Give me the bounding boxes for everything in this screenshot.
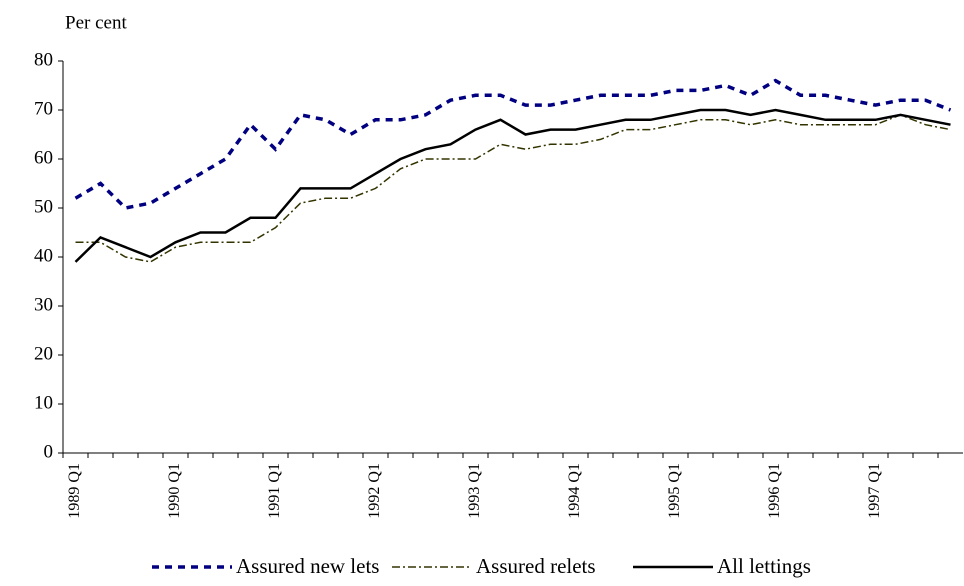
y-tick-label: 80 — [34, 49, 53, 70]
y-tick-label: 60 — [34, 147, 53, 168]
x-tick-label: 1995 Q1 — [666, 463, 683, 519]
legend: Assured new lets Assured relets All lettin… — [152, 554, 811, 578]
y-tick-label: 10 — [34, 392, 53, 413]
y-tick-label: 0 — [44, 441, 54, 462]
y-tick-label: 30 — [34, 294, 53, 315]
y-axis-label: Per cent — [65, 12, 127, 33]
x-tick-label: 1993 Q1 — [466, 463, 483, 519]
x-tick-label: 1991 Q1 — [266, 463, 283, 519]
x-tick-label: 1996 Q1 — [766, 463, 783, 519]
x-tick-label: 1994 Q1 — [566, 463, 583, 519]
y-tick-label: 40 — [34, 245, 53, 266]
series-line — [74, 78, 952, 210]
series-line — [74, 108, 951, 263]
y-tick-label: 50 — [34, 196, 53, 217]
legend-label: Assured new lets — [236, 554, 379, 578]
x-tick-label: 1989 Q1 — [66, 463, 83, 519]
x-tick-label: 1992 Q1 — [366, 463, 383, 519]
x-tick-label: 1997 Q1 — [866, 463, 883, 519]
y-tick-label: 20 — [34, 343, 53, 364]
series-line — [75, 114, 951, 263]
x-tick-label: 1990 Q1 — [166, 463, 183, 519]
legend-label: All lettings — [717, 554, 811, 578]
legend-label: Assured relets — [476, 554, 596, 578]
y-tick-label: 70 — [34, 98, 53, 119]
